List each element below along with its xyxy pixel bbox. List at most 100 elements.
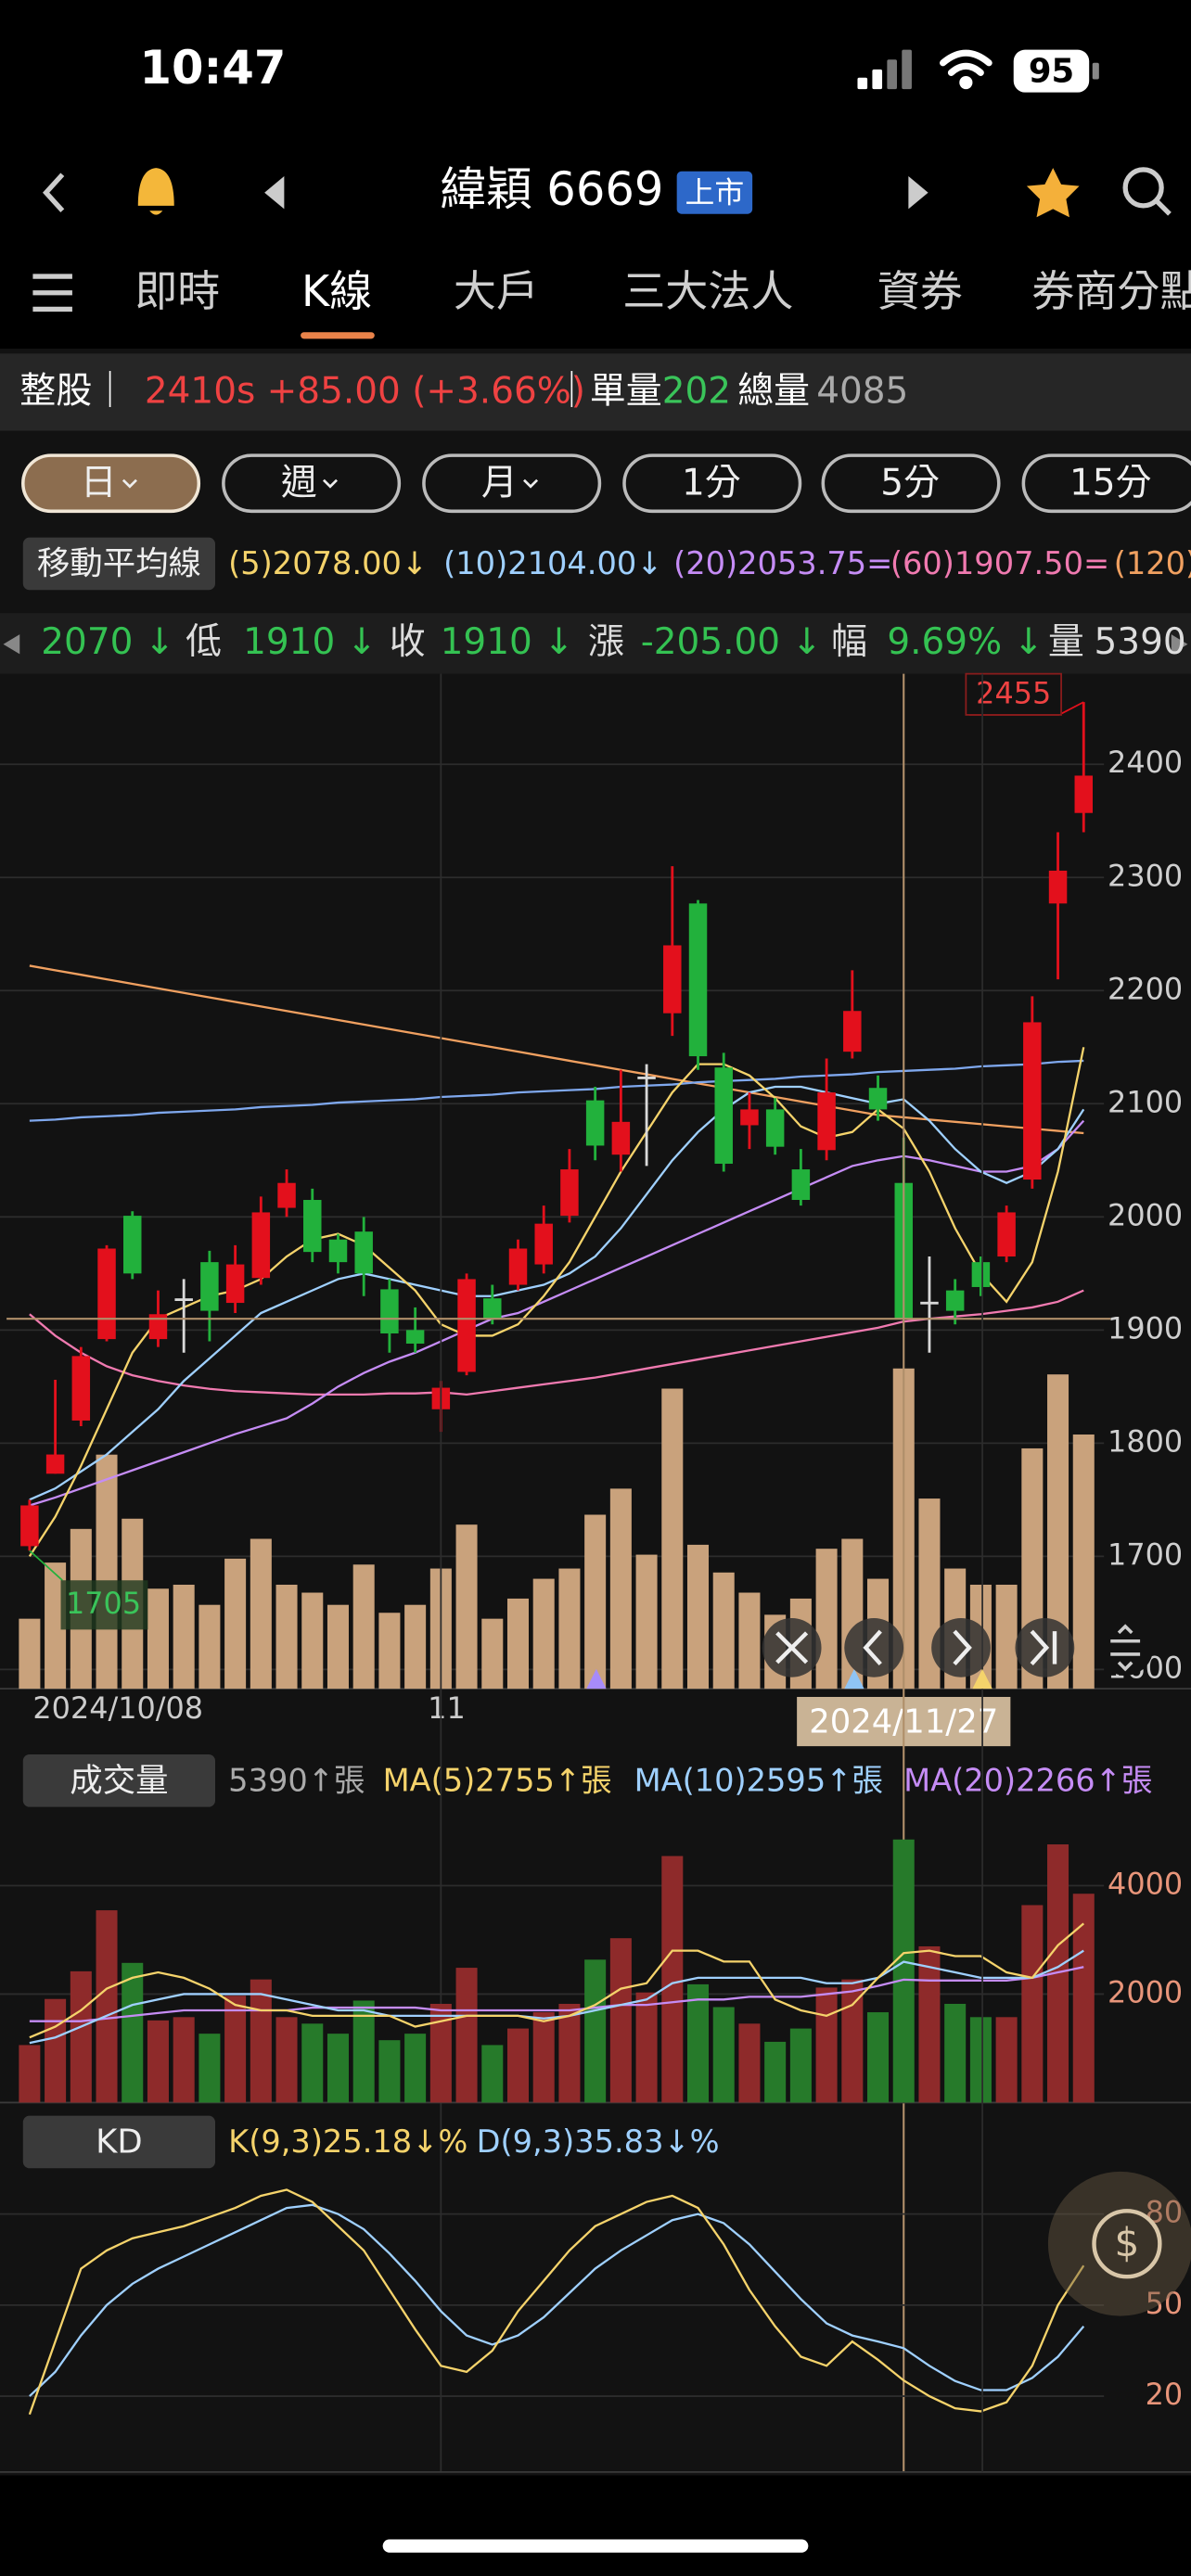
period-button[interactable] [1021,453,1191,514]
candle-body [971,1262,991,1287]
signal-icon [857,49,912,90]
candle-body [560,1169,579,1217]
y-tick-label: 2100 [1108,1084,1183,1119]
svg-text:$: $ [1114,2221,1139,2266]
candle-body [328,1239,348,1263]
crosshair-close[interactable] [762,1617,822,1677]
volume-bar [19,2045,41,2103]
candle-body [817,1092,836,1151]
legend-title: 移動平均線 [37,545,201,583]
volume-bar [173,2017,195,2103]
candle-body [123,1216,142,1274]
volume-overlay-bar [558,1568,581,1690]
volume-bar [1072,1894,1095,2103]
volume-bar [558,2003,581,2103]
legend-item: D(9,3)35.83↓% [477,2123,720,2160]
volume-bar [584,1959,607,2103]
period-button[interactable] [21,453,201,514]
y-tick-label: 2200 [1108,971,1183,1006]
y-tick-label: 1700 [1108,1537,1183,1572]
volume-bar [327,2034,349,2103]
volume-overlay-bar [1072,1434,1095,1690]
menu-button[interactable] [32,274,72,312]
crosshair-last[interactable] [1015,1617,1075,1677]
volume-overlay-bar [609,1488,632,1690]
candle-body [688,903,708,1057]
x-tick-label: 11 [428,1690,466,1726]
y-tick-label: 2400 [1108,745,1183,780]
resize-button[interactable] [1097,1619,1154,1676]
volume-bar [275,2017,298,2103]
candle-body [200,1262,219,1311]
candle-body [791,1169,811,1201]
candle-body [174,1298,193,1302]
info-scroll-right[interactable] [1171,634,1188,655]
tab[interactable]: 資券 [877,266,963,316]
volume-bar [122,1962,144,2103]
volume-bar [995,2017,1018,2103]
legend-title-box[interactable] [22,1753,216,1807]
volume-bar [687,1983,710,2103]
volume-bar [609,1938,632,2103]
period-button[interactable] [821,453,1001,514]
alert-button[interactable] [137,168,174,215]
info-item: 幅 [831,621,867,663]
y-tick-label: 1900 [1108,1310,1183,1345]
candle-body [637,1077,656,1079]
candle-body [1074,775,1094,813]
volume-bar [224,1996,247,2103]
tab[interactable]: 券商分點 [1031,266,1191,316]
tab[interactable]: 即時 [134,266,220,316]
next-stock-button[interactable] [908,176,928,210]
floating-dollar-button[interactable]: $ [1047,2171,1191,2316]
legend-title-box[interactable] [22,537,216,591]
candle-body [303,1200,322,1253]
period-label: 1分 [682,462,741,504]
tab[interactable]: K線 [301,266,372,316]
volume-bar [404,2034,427,2103]
info-item: 1910 ↓ [243,621,377,663]
info-item: 收 [390,621,426,663]
dropdown-arrow [122,478,137,489]
crosshair-next[interactable] [931,1617,991,1677]
back-button[interactable] [42,172,65,212]
period-button[interactable] [222,453,402,514]
crosshair-prev[interactable] [844,1617,904,1677]
info-scroll-left[interactable] [3,634,20,655]
legend-title: KD [96,2123,142,2162]
candle-body [354,1231,373,1274]
legend-title-box[interactable] [22,2115,216,2169]
tab[interactable]: 三大法人 [622,266,793,316]
volume-bar [481,2045,504,2103]
volume-bar [429,2003,452,2103]
dropdown-arrow [523,478,539,489]
y-tick-label: 4000 [1108,1866,1183,1901]
favorite-button[interactable] [1026,168,1080,218]
charts: 移動平均線 (5)2078.00↓ (10)2104.00↓ (20)2053.75=… [0,537,1191,2473]
info-item: 9.69% ↓ [887,621,1044,663]
search-button[interactable] [1122,167,1172,216]
info-item: 漲 [588,621,624,663]
volume-overlay-bar [584,1514,607,1690]
candle-body [663,945,682,1014]
volume-overlay-bar [301,1592,324,1690]
candle-body [1048,870,1068,904]
candle-body [405,1330,425,1344]
volume-bar [635,1992,658,2103]
volume-bar [892,1839,915,2103]
volume-overlay-bar [506,1598,530,1690]
volume-bar [147,2020,169,2103]
low-marker-box [60,1580,148,1630]
indicator-line [29,2203,1085,2397]
candle-body [740,1109,759,1126]
period-button[interactable] [622,453,802,514]
indicator-line [29,964,1084,1135]
prev-stock-button[interactable] [264,176,285,210]
legend-item: (20)2053.75= [673,545,892,581]
period-button[interactable] [422,453,602,514]
volume-overlay-bar [45,1562,67,1690]
tab[interactable]: 大戶 [454,266,539,316]
volume-bar [918,1945,941,2103]
volume-overlay-bar [481,1618,504,1690]
